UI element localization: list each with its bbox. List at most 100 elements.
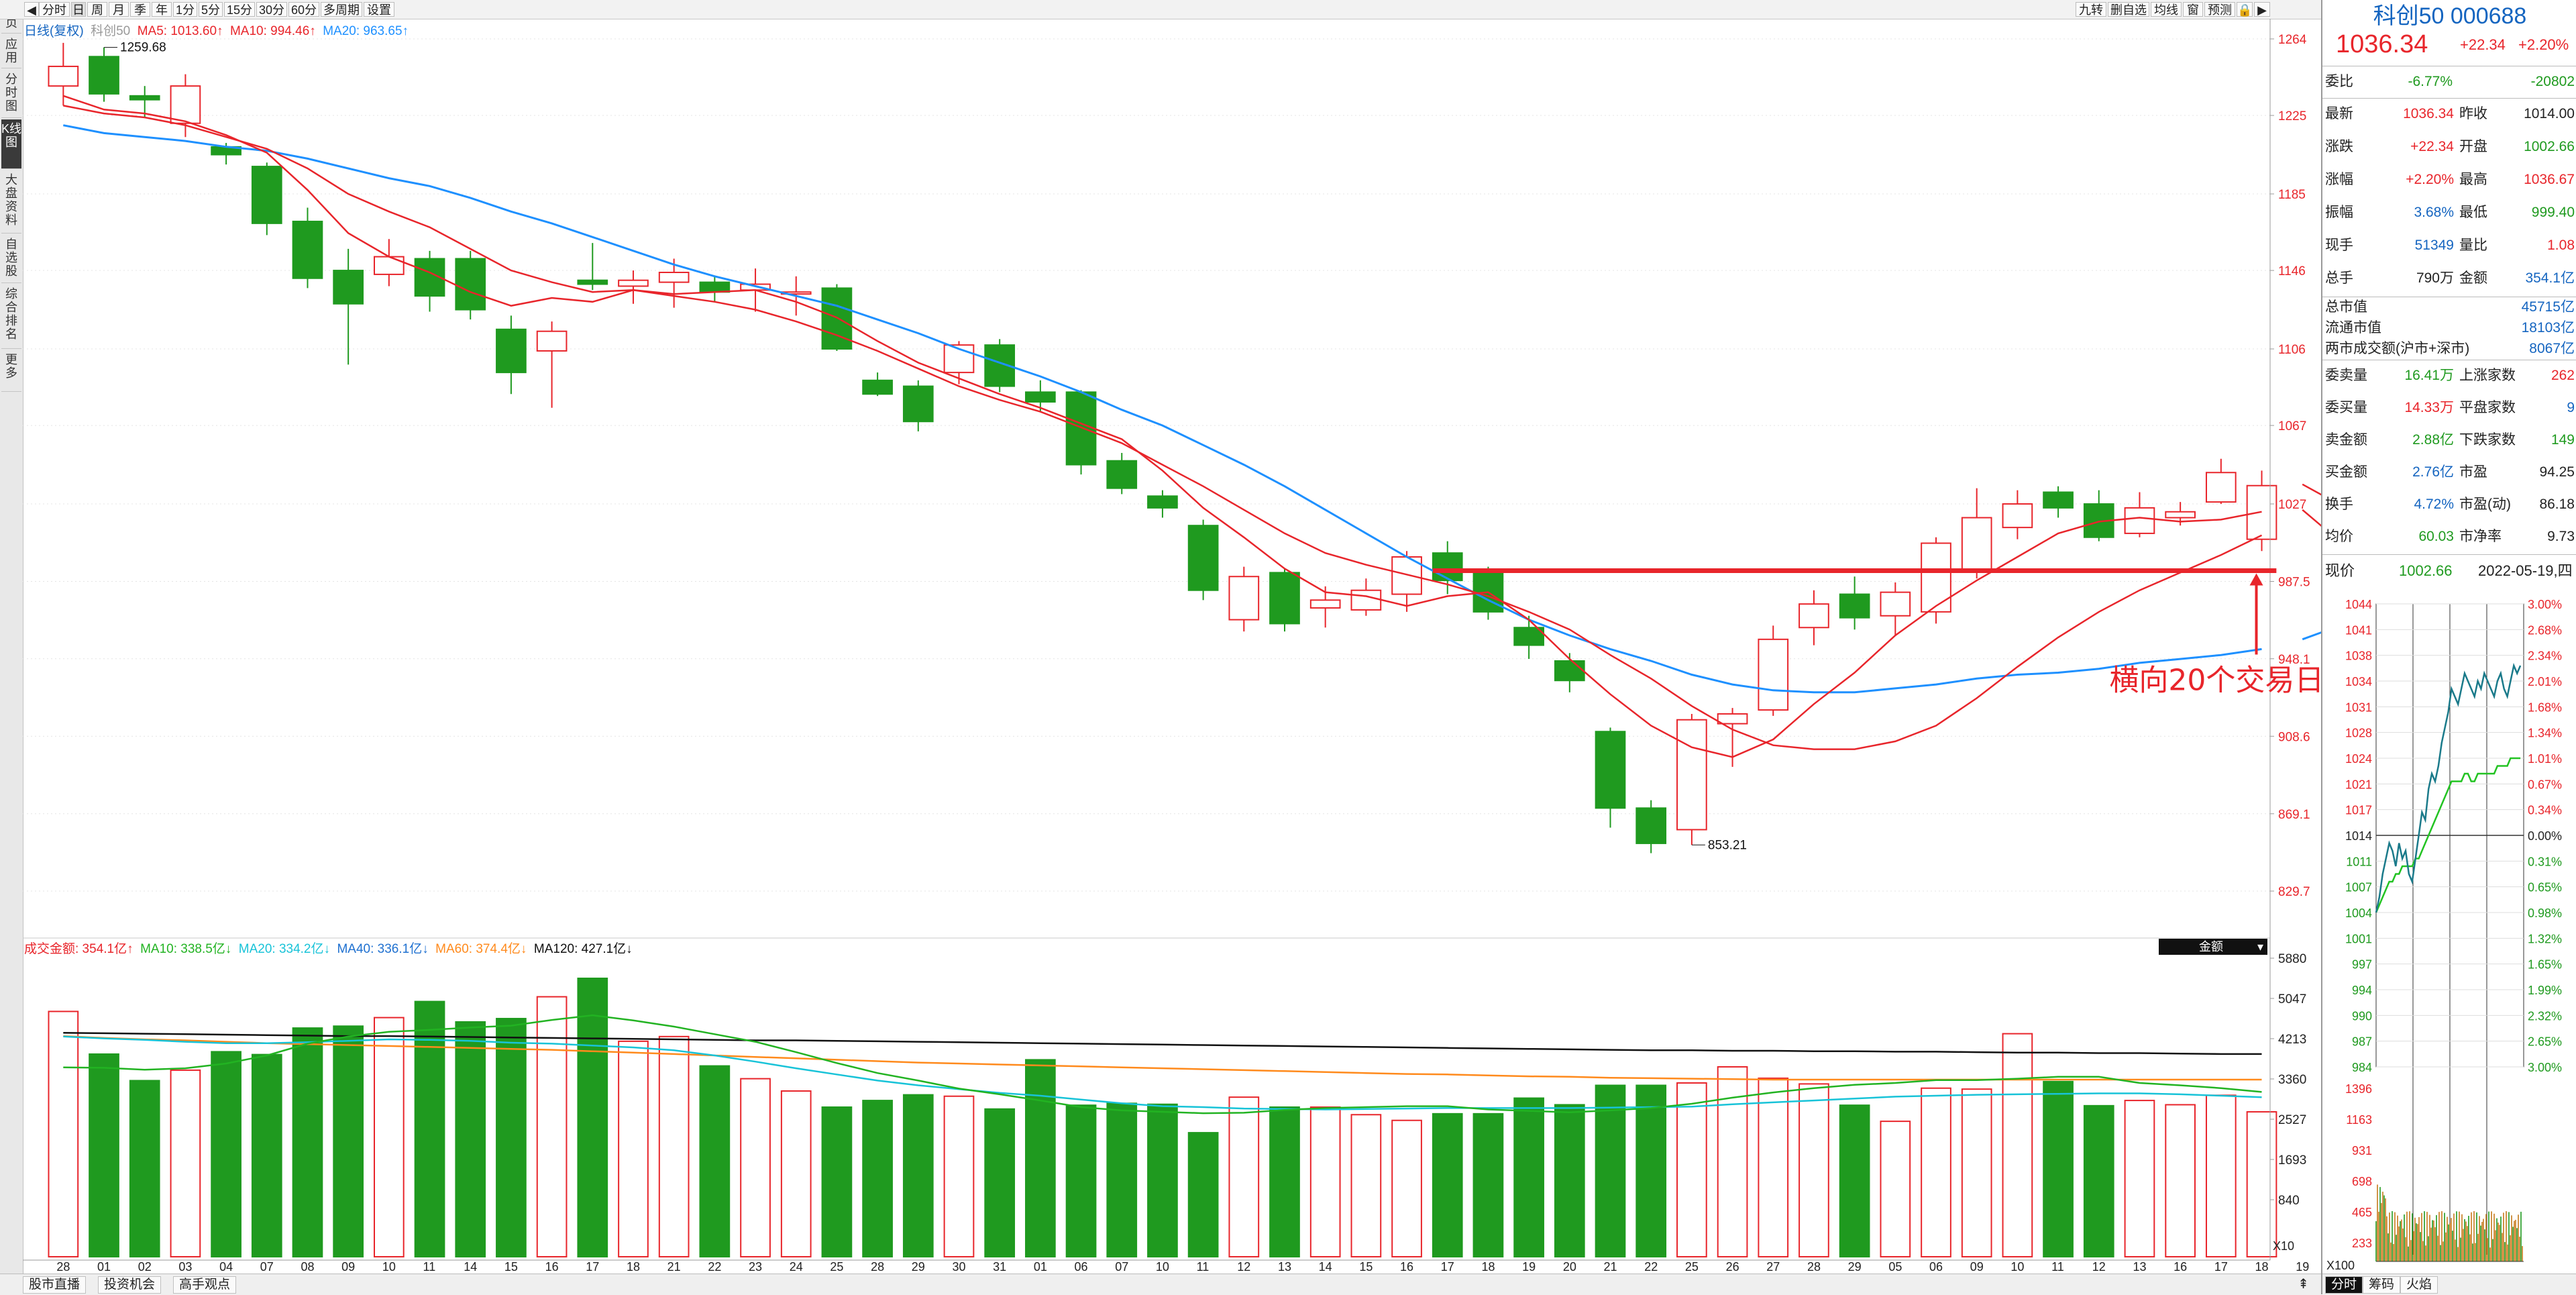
indicator-selector-label: 金额 bbox=[2199, 940, 2223, 953]
date-tick-label: 07 bbox=[1115, 1260, 1128, 1274]
volume-bar bbox=[1961, 1088, 1992, 1258]
mini-chart-tab[interactable]: 筹码 bbox=[2363, 1276, 2401, 1294]
quote-row: 委卖量 16.41万 上涨家数 262 bbox=[2325, 360, 2575, 392]
left-nav-tab[interactable]: 更多 bbox=[1, 350, 21, 392]
volume-pane bbox=[48, 978, 2277, 1258]
quote-row: 委买量 14.33万 平盘家数 9 bbox=[2325, 392, 2575, 424]
period-tab[interactable]: 60分 bbox=[288, 2, 319, 17]
volume-bar bbox=[821, 1106, 853, 1257]
bottom-tab[interactable]: 投资机会 bbox=[98, 1276, 162, 1294]
mini-pct-label: 2.65% bbox=[2528, 1035, 2562, 1049]
ma10-legend: MA10: 994.46↑ bbox=[229, 24, 316, 38]
indicator-selector[interactable]: 金额 ▾ bbox=[2159, 939, 2267, 955]
scroll-top-icon[interactable]: ⇞ bbox=[2298, 1277, 2309, 1292]
left-nav-tab[interactable]: 大盘资料 bbox=[1, 170, 21, 234]
quote-value: +2.20% bbox=[2406, 172, 2454, 187]
arrow-head-icon bbox=[2249, 573, 2263, 586]
quote-value: 18103亿 bbox=[2521, 320, 2575, 335]
mini-chart-tabs: 分时 筹码 火焰 bbox=[2322, 1274, 2576, 1295]
toolbar-tab[interactable]: 删自选 bbox=[2108, 2, 2149, 17]
period-tab[interactable]: 周 bbox=[87, 2, 107, 17]
weicha-value: -20802 bbox=[2530, 74, 2575, 89]
mini-vol-label: 698 bbox=[2352, 1175, 2372, 1188]
kline-legend: 日线(复权) 科创50 MA5: 1013.60↑ MA10: 994.46↑ … bbox=[24, 21, 409, 39]
period-tab[interactable]: 年 bbox=[152, 2, 172, 17]
period-tab[interactable]: 季 bbox=[130, 2, 150, 17]
quote-row: 卖金额 2.88亿 下跌家数 149 bbox=[2325, 424, 2575, 456]
date-tick-label: 12 bbox=[2092, 1260, 2106, 1274]
date-tick-label: 16 bbox=[545, 1260, 559, 1274]
date-tick-label: 19 bbox=[2296, 1260, 2309, 1274]
period-tab[interactable]: 月 bbox=[109, 2, 129, 17]
intraday-mini-chart[interactable]: 1044 3.00% 1041 2.68% 1038 2.34% 1034 2.01% 1031… bbox=[2322, 584, 2576, 1274]
volume-bar bbox=[2002, 1033, 2033, 1257]
candle-body bbox=[1147, 495, 1178, 509]
toolbar-tab[interactable]: 窗 bbox=[2183, 2, 2203, 17]
date-tick-label: 20 bbox=[1563, 1260, 1576, 1274]
left-nav-tab[interactable]: 分时图 bbox=[1, 70, 21, 118]
nav-left-icon[interactable]: ◀ bbox=[24, 2, 39, 17]
lock-icon[interactable]: 🔒 bbox=[2237, 2, 2253, 17]
mini-chart-tab[interactable]: 火焰 bbox=[2400, 1276, 2438, 1294]
period-tab[interactable]: 分时 bbox=[39, 2, 70, 17]
left-nav-tab[interactable]: K线图 bbox=[1, 119, 21, 169]
period-tab[interactable]: 多周期 bbox=[321, 2, 362, 17]
quote-value: 86.18 bbox=[2539, 497, 2575, 512]
period-tab[interactable]: 设置 bbox=[364, 2, 394, 17]
quote-label: 换手 bbox=[2325, 497, 2353, 512]
quote-label: 总市值 bbox=[2325, 299, 2367, 315]
mini-chart-tab[interactable]: 分时 bbox=[2325, 1276, 2363, 1294]
period-tab[interactable]: 30分 bbox=[256, 2, 287, 17]
quote-label: 卖金额 bbox=[2325, 432, 2367, 448]
volume-bar bbox=[902, 1094, 934, 1257]
quote-row: 换手 4.72% 市盈(动) 86.18 bbox=[2325, 488, 2575, 521]
volume-bar bbox=[536, 996, 568, 1257]
date-tick-label: 25 bbox=[1685, 1260, 1699, 1274]
mini-price-label: 1038 bbox=[2345, 650, 2372, 663]
candle-body bbox=[2043, 491, 2074, 509]
bottom-tab[interactable]: 股市直播 bbox=[23, 1276, 87, 1294]
volume-bar bbox=[2246, 1111, 2277, 1258]
bottom-tab[interactable]: 高手观点 bbox=[173, 1276, 237, 1294]
period-tab[interactable]: 1分 bbox=[173, 2, 197, 17]
candle-body bbox=[2124, 507, 2155, 534]
quote-value: 94.25 bbox=[2539, 464, 2575, 480]
mini-pct-label: 0.31% bbox=[2528, 855, 2562, 868]
quote-value: 9 bbox=[2567, 400, 2575, 415]
ma10-line bbox=[63, 105, 2263, 750]
candle-body bbox=[536, 330, 568, 352]
date-tick-label: 21 bbox=[1604, 1260, 1617, 1274]
quote-label: 开盘 bbox=[2459, 139, 2487, 154]
kline-chart[interactable]: 1264122511851146110610671027987.5948.190… bbox=[23, 19, 2321, 1274]
period-tab[interactable]: 15分 bbox=[224, 2, 255, 17]
mini-price-label: 984 bbox=[2352, 1061, 2372, 1074]
volume-bar bbox=[618, 1040, 649, 1257]
candle-body bbox=[251, 166, 282, 224]
date-tick-label: 10 bbox=[382, 1260, 396, 1274]
toolbar-tab[interactable]: 均线 bbox=[2151, 2, 2182, 17]
candle-body bbox=[1635, 807, 1667, 844]
volume-bar bbox=[455, 1021, 486, 1258]
left-nav-tab[interactable]: 综合排名 bbox=[1, 284, 21, 349]
price-change: +22.34 bbox=[2460, 36, 2506, 53]
left-nav-tab[interactable]: 应用 bbox=[1, 35, 21, 68]
date-tick-label: 10 bbox=[1156, 1260, 1169, 1274]
date-tick-label: 22 bbox=[708, 1260, 721, 1274]
volume-bar bbox=[1472, 1112, 1504, 1258]
toolbar-tab[interactable]: 九转 bbox=[2076, 2, 2106, 17]
left-nav-tab[interactable]: 自选股 bbox=[1, 235, 21, 283]
toolbar-tab[interactable]: 预测 bbox=[2204, 2, 2235, 17]
date-tick-label: 12 bbox=[1237, 1260, 1250, 1274]
volume-bar bbox=[1228, 1096, 1260, 1257]
period-tab[interactable]: 5分 bbox=[199, 2, 223, 17]
adjust-label[interactable]: 日线(复权) bbox=[24, 24, 84, 38]
period-tab[interactable]: 日 bbox=[71, 2, 86, 17]
nav-right-icon[interactable]: ▶ bbox=[2254, 2, 2270, 17]
divider bbox=[2322, 98, 2576, 99]
horizontal-note: 横向20个交易日 bbox=[2109, 663, 2321, 697]
volume-bar bbox=[1799, 1083, 1829, 1257]
quote-label: 量比 bbox=[2459, 238, 2487, 253]
quote-label: 均价 bbox=[2325, 529, 2353, 544]
mini-price-label: 1007 bbox=[2345, 881, 2372, 894]
